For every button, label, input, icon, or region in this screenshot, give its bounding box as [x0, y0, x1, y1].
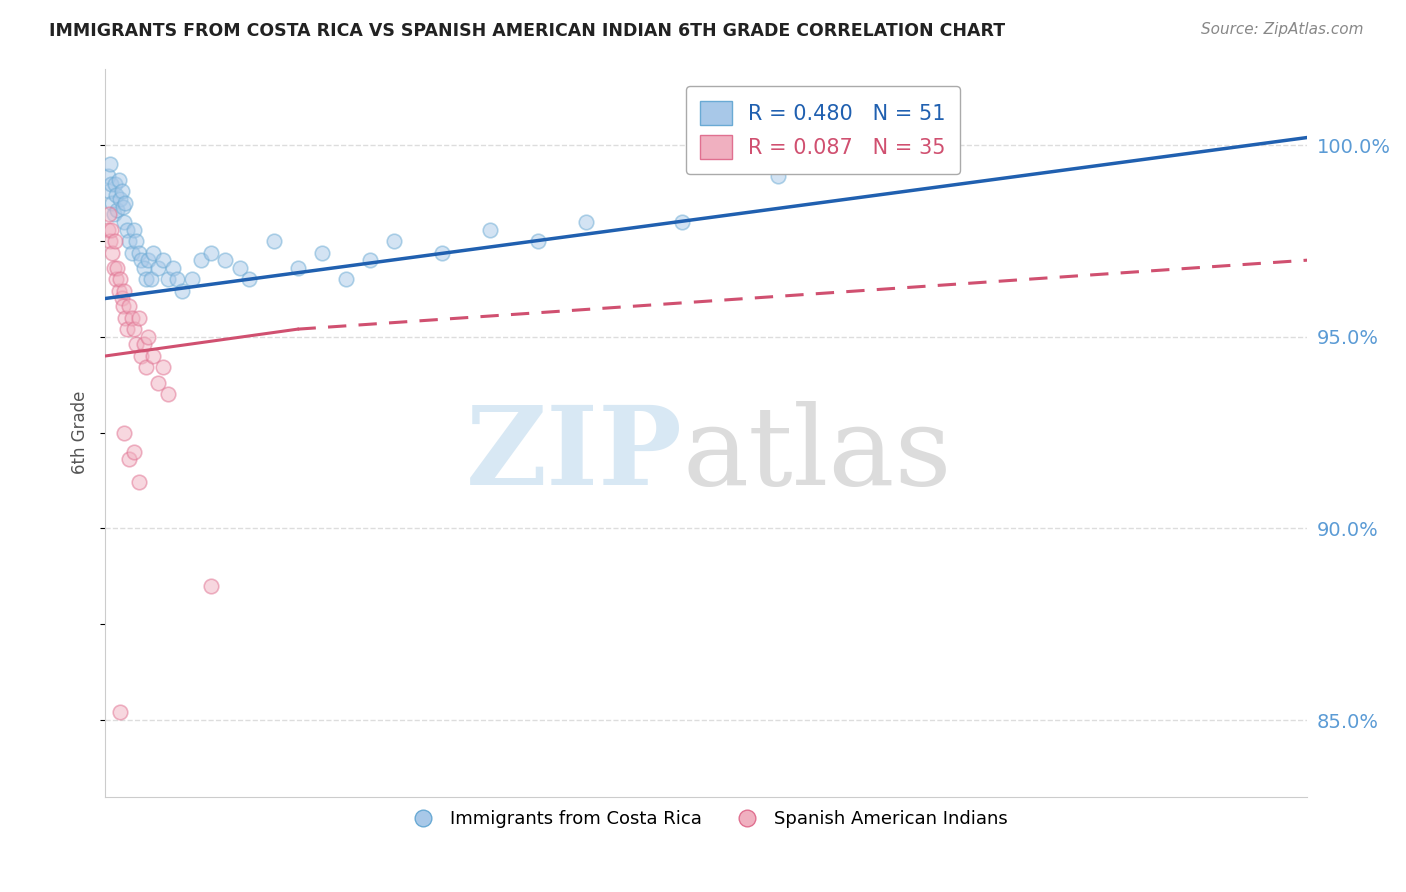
Point	[359, 253, 381, 268]
Point	[98, 157, 121, 171]
Point	[152, 360, 174, 375]
Point	[118, 234, 141, 248]
Point	[263, 234, 285, 248]
Point	[101, 245, 124, 260]
Text: Source: ZipAtlas.com: Source: ZipAtlas.com	[1201, 22, 1364, 37]
Point	[108, 192, 131, 206]
Point	[97, 222, 120, 236]
Point	[129, 349, 152, 363]
Point	[180, 272, 202, 286]
Point	[103, 260, 125, 275]
Point	[575, 215, 598, 229]
Point	[335, 272, 357, 286]
Legend: Immigrants from Costa Rica, Spanish American Indians: Immigrants from Costa Rica, Spanish Amer…	[398, 803, 1015, 835]
Point	[156, 387, 179, 401]
Point	[128, 310, 150, 325]
Text: IMMIGRANTS FROM COSTA RICA VS SPANISH AMERICAN INDIAN 6TH GRADE CORRELATION CHAR: IMMIGRANTS FROM COSTA RICA VS SPANISH AM…	[49, 22, 1005, 40]
Point	[142, 349, 165, 363]
Point	[112, 299, 135, 313]
Point	[382, 234, 405, 248]
Point	[104, 177, 127, 191]
Point	[229, 260, 252, 275]
Text: atlas: atlas	[682, 401, 952, 508]
Point	[115, 222, 138, 236]
Point	[122, 445, 145, 459]
Point	[152, 253, 174, 268]
Point	[103, 207, 125, 221]
Point	[111, 292, 134, 306]
Point	[101, 195, 124, 210]
Point	[114, 310, 136, 325]
Point	[128, 475, 150, 490]
Point	[105, 203, 128, 218]
Point	[118, 452, 141, 467]
Point	[105, 260, 128, 275]
Point	[311, 245, 333, 260]
Point	[172, 284, 194, 298]
Point	[146, 376, 169, 390]
Point	[135, 272, 157, 286]
Point	[122, 222, 145, 236]
Point	[138, 330, 160, 344]
Point	[114, 284, 136, 298]
Point	[114, 425, 136, 440]
Point	[768, 169, 790, 183]
Point	[112, 200, 135, 214]
Point	[108, 706, 131, 720]
Point	[190, 253, 212, 268]
Point	[128, 245, 150, 260]
Point	[527, 234, 550, 248]
Point	[98, 207, 121, 221]
Point	[135, 360, 157, 375]
Point	[108, 272, 131, 286]
Point	[287, 260, 309, 275]
Point	[111, 184, 134, 198]
Point	[166, 272, 188, 286]
Point	[200, 245, 222, 260]
Point	[139, 272, 162, 286]
Point	[125, 234, 148, 248]
Point	[125, 337, 148, 351]
Point	[98, 184, 121, 198]
Point	[132, 260, 155, 275]
Point	[118, 299, 141, 313]
Point	[104, 234, 127, 248]
Point	[132, 337, 155, 351]
Point	[162, 260, 184, 275]
Point	[200, 579, 222, 593]
Point	[156, 272, 179, 286]
Point	[98, 234, 121, 248]
Point	[238, 272, 260, 286]
Point	[115, 322, 138, 336]
Point	[107, 284, 129, 298]
Point	[121, 245, 143, 260]
Point	[97, 169, 120, 183]
Point	[121, 310, 143, 325]
Point	[146, 260, 169, 275]
Point	[100, 177, 122, 191]
Point	[142, 245, 165, 260]
Point	[114, 195, 136, 210]
Point	[107, 172, 129, 186]
Point	[430, 245, 453, 260]
Point	[104, 272, 127, 286]
Point	[129, 253, 152, 268]
Point	[138, 253, 160, 268]
Point	[100, 222, 122, 236]
Point	[478, 222, 501, 236]
Point	[114, 215, 136, 229]
Point	[671, 215, 693, 229]
Y-axis label: 6th Grade: 6th Grade	[72, 391, 89, 475]
Point	[214, 253, 236, 268]
Point	[122, 322, 145, 336]
Text: ZIP: ZIP	[465, 401, 682, 508]
Point	[104, 188, 127, 202]
